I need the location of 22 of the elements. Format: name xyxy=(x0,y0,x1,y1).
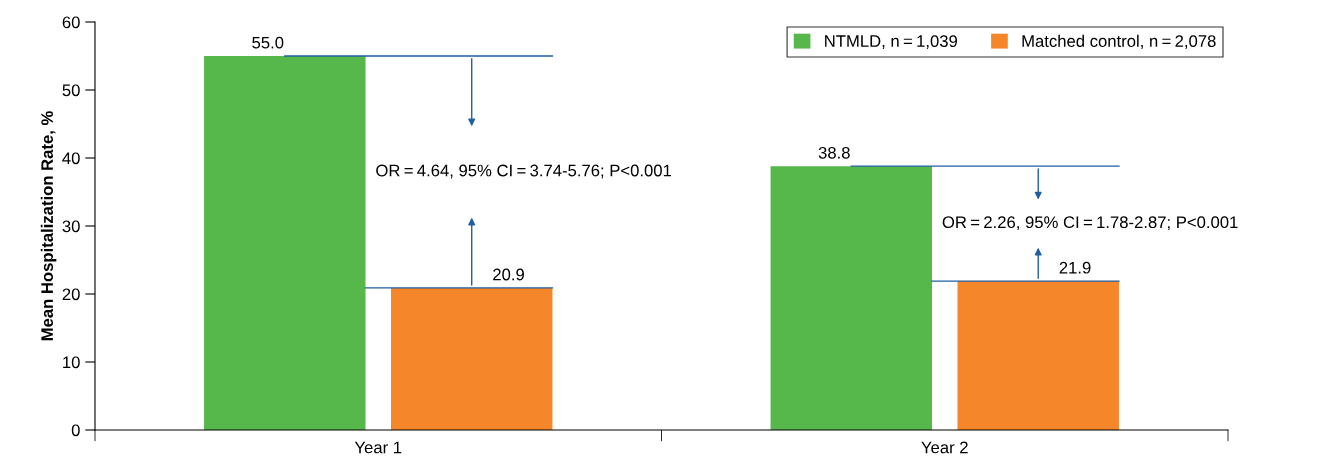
y-tick-label: 0 xyxy=(71,424,80,437)
bar xyxy=(770,166,932,430)
y-tick-label: 30 xyxy=(62,220,80,233)
data-label: 38.8 xyxy=(818,146,850,159)
y-tick-label: 20 xyxy=(62,288,80,301)
data-label: 20.9 xyxy=(493,268,524,281)
bar xyxy=(204,56,366,430)
data-label: 55.0 xyxy=(252,36,284,49)
annotation: OR = 4.64, 95% CI = 3.74-5.76; P<0.001 xyxy=(376,164,672,179)
bar xyxy=(391,287,553,430)
y-tick-label: 40 xyxy=(62,152,80,165)
x-tick-label: Year 2 xyxy=(921,441,968,454)
annotation: OR = 2.26, 95% CI = 1.78-2.87; P<0.001 xyxy=(942,216,1238,231)
x-tick-label: Year 1 xyxy=(354,441,402,454)
y-tick-label: 60 xyxy=(62,16,80,29)
y-tick-label: 10 xyxy=(63,356,80,369)
y-tick-label: 50 xyxy=(62,84,80,97)
legend-label: Matched control, n = 2,078 xyxy=(1022,34,1216,49)
legend-label: NTMLD, n = 1,039 xyxy=(825,35,958,49)
y-axis-title: Mean Hospitalization Rate, % xyxy=(40,111,57,341)
bar xyxy=(957,281,1119,430)
data-label: 21.9 xyxy=(1059,261,1091,274)
